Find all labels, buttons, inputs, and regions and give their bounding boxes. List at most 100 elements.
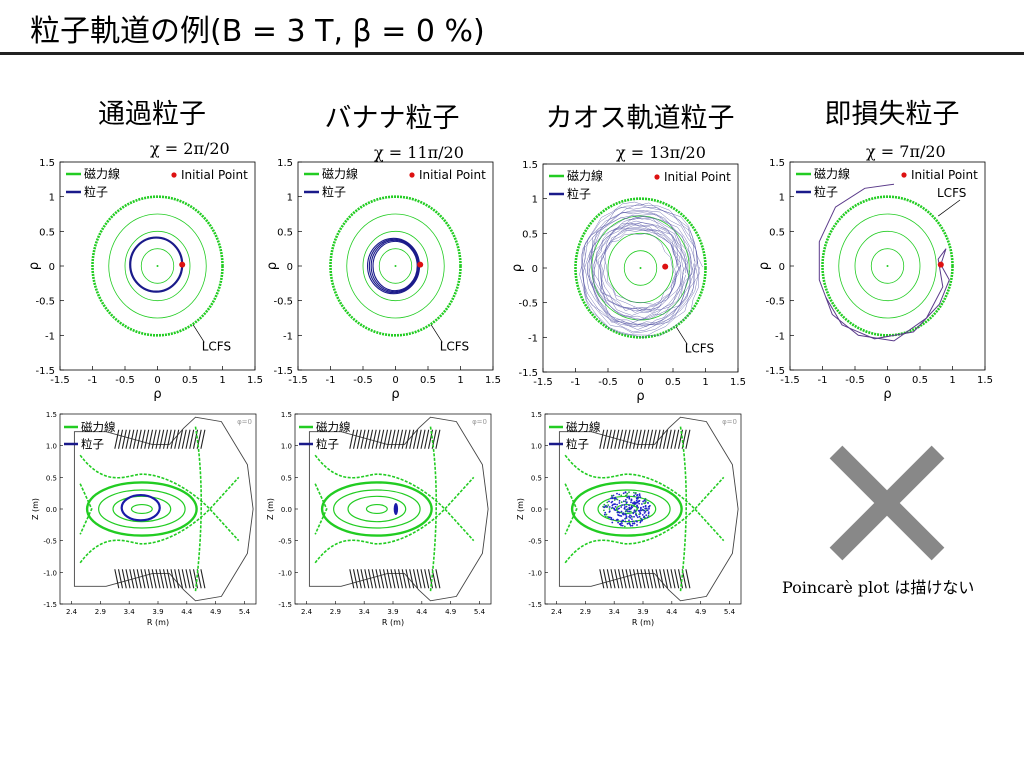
- particle-point: [640, 518, 643, 521]
- particle-point: [610, 518, 613, 521]
- particle-orbit-trace: [600, 227, 686, 321]
- x-tick-label: 2.9: [95, 608, 106, 616]
- legend-label-particle: 粒子: [81, 437, 104, 451]
- lcfs-field-line: [574, 197, 707, 339]
- lcfs-pointer: [675, 326, 688, 345]
- helical-coil-lower: [114, 569, 206, 589]
- particle-point: [635, 499, 638, 502]
- particle-point: [612, 507, 615, 510]
- legend-label-field-line: 磁力線: [81, 420, 116, 434]
- particle-point: [643, 509, 646, 512]
- x-tick-label: 2.4: [551, 608, 563, 616]
- vacuum-vessel: [558, 416, 739, 602]
- particle-point: [611, 521, 614, 524]
- particle-point: [636, 505, 638, 508]
- particle-orbit-trace: [581, 206, 699, 333]
- lcfs-field-line: [329, 195, 462, 337]
- magnetic-axis: [394, 265, 397, 267]
- particle-point: [631, 520, 634, 523]
- particle-point: [623, 507, 626, 510]
- y-tick-label: -1: [45, 331, 55, 342]
- axes-frame: [59, 413, 257, 605]
- particle-point: [645, 514, 648, 517]
- helical-coil-upper: [599, 429, 691, 449]
- legend-label-particle: 粒子: [566, 437, 589, 451]
- poincare-note: Poincarè plot は描けない: [782, 578, 975, 597]
- field-line-divertor-leg: [79, 483, 93, 535]
- y-tick-label: 0: [532, 264, 538, 275]
- particle-point: [608, 510, 611, 513]
- particle-point: [618, 523, 621, 526]
- particle-point: [612, 494, 615, 497]
- particle-orbit-trace: [579, 213, 696, 338]
- rho-plot-banana: -1.5 -1 -0.5 0 0.5 1 1.5 1.5 1 0.5 0 -0.5 -1 -1.5 ρ ρ 磁力…: [265, 158, 501, 402]
- y-tick-label: -1.0: [43, 569, 57, 577]
- field-line-circle: [378, 248, 413, 284]
- legend-label-initial-point: Initial Point: [419, 168, 486, 182]
- x-tick-label: 1.5: [247, 375, 263, 386]
- rho-plot-passing: -1.5 -1 -0.5 0 0.5 1 1.5 1.5 1 0.5 0 -0.5 -1 -1.5 ρ ρ 磁力…: [27, 158, 263, 402]
- y-axis-label: ρ: [265, 262, 280, 270]
- particle-point: [611, 496, 613, 498]
- legend-label-field-line: 磁力線: [322, 166, 358, 181]
- legend-label-field-line: 磁力線: [316, 420, 351, 434]
- field-line-circle: [362, 230, 429, 302]
- vacuum-vessel: [308, 416, 489, 602]
- particle-point: [625, 510, 628, 513]
- x-tick-label: 2.4: [66, 608, 78, 616]
- particle-point: [632, 512, 635, 515]
- legend-label-particle: 粒子: [84, 184, 108, 199]
- particle-point: [631, 506, 634, 509]
- particle-point: [624, 520, 627, 523]
- pitch-label-prompt-loss: χ = 7π/20: [866, 142, 946, 161]
- particle-point: [617, 521, 619, 524]
- rho-plot-prompt-loss: -1.5 -1 -0.5 0 0.5 1 1.5 1.5 1 0.5 0 -0.5 -1 -1.5 ρ ρ 磁力…: [757, 158, 993, 402]
- x-tick-label: 1.5: [977, 375, 993, 386]
- particle-point: [618, 500, 621, 502]
- field-line-circle: [854, 230, 921, 302]
- y-tick-label: 1.0: [531, 443, 542, 451]
- particle-point: [620, 501, 623, 504]
- particle-point: [629, 510, 632, 513]
- field-line-circle: [623, 250, 658, 286]
- particle-point: [636, 494, 639, 496]
- field-line-divertor-leg: [79, 454, 240, 542]
- helical-coil-upper: [349, 429, 441, 449]
- particle-point: [626, 492, 629, 495]
- particle-point: [642, 516, 645, 519]
- lcfs-annotation: LCFS: [685, 342, 714, 356]
- x-tick-label: 4.9: [445, 608, 456, 616]
- particle-point: [626, 522, 629, 525]
- field-line-divertor-leg: [79, 476, 240, 564]
- particle-point: [644, 510, 647, 513]
- x-tick-label: 4.9: [695, 608, 706, 616]
- particle-point: [608, 516, 610, 519]
- x-tick-label: -1: [326, 375, 336, 386]
- magnetic-axis: [156, 265, 159, 267]
- pitch-label-chaotic: χ = 13π/20: [616, 143, 706, 162]
- phi-label: φ=0: [722, 418, 737, 426]
- x-tick-label: 4.4: [416, 608, 428, 616]
- particle-point: [603, 506, 605, 509]
- y-tick-label: 1.5: [281, 411, 292, 419]
- particle-point: [639, 511, 641, 514]
- y-tick-label: 1: [532, 195, 538, 206]
- magnetic-axis: [639, 267, 642, 269]
- particle-point: [646, 516, 649, 519]
- particle-point: [611, 500, 614, 503]
- y-tick-label: 1: [49, 193, 55, 204]
- x-tick-label: 0.5: [420, 375, 436, 386]
- phi-label: φ=0: [237, 418, 252, 426]
- particle-point: [622, 519, 625, 522]
- lcfs-pointer: [937, 199, 961, 217]
- particle-point: [638, 493, 641, 495]
- field-line-surface: [130, 503, 153, 515]
- particle-point: [616, 492, 618, 495]
- particle-point: [633, 515, 635, 518]
- particle-point: [630, 501, 632, 504]
- particle-point: [621, 513, 624, 515]
- particle-point: [623, 525, 626, 528]
- y-tick-label: -1: [283, 331, 293, 342]
- field-line-circle: [870, 248, 905, 284]
- particle-point: [624, 500, 627, 503]
